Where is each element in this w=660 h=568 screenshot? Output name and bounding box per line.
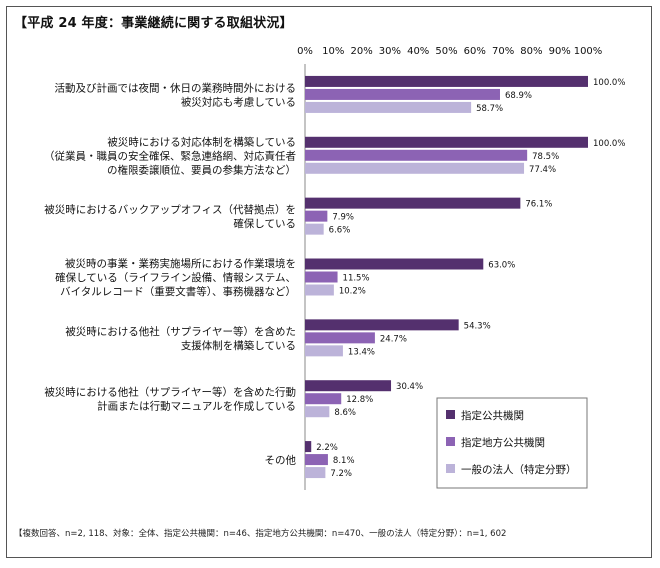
- legend-label: 指定地方公共機関: [461, 436, 545, 449]
- x-tick-label: 30%: [379, 46, 401, 57]
- x-tick-label: 60%: [464, 46, 486, 57]
- x-tick-label: 90%: [549, 46, 571, 57]
- category-label: その他: [265, 454, 297, 467]
- bar: [305, 345, 343, 357]
- data-label: 58.7%: [476, 104, 503, 114]
- legend-swatch: [446, 437, 455, 446]
- bar: [305, 101, 472, 113]
- data-label: 24.7%: [380, 334, 407, 344]
- data-label: 12.8%: [346, 395, 373, 405]
- bar: [305, 406, 330, 418]
- category-label: 支援体制を構築している: [181, 339, 296, 352]
- bar: [305, 271, 338, 283]
- data-label: 7.9%: [332, 213, 354, 223]
- legend-swatch: [446, 464, 455, 473]
- bar: [305, 197, 521, 209]
- bar: [305, 75, 588, 87]
- bar: [305, 380, 392, 392]
- data-label: 100.0%: [593, 139, 625, 149]
- data-label: 6.6%: [329, 226, 351, 236]
- bar: [305, 467, 326, 479]
- data-label: 54.3%: [464, 321, 491, 331]
- category-label: 被災対応も考慮している: [181, 95, 296, 108]
- category-label: （従業員・職員の安全確保、緊急連絡網、対応責任者: [44, 149, 296, 162]
- data-label: 8.6%: [334, 408, 356, 418]
- data-label: 11.5%: [343, 274, 370, 284]
- category-label: の権限委譲順位、要員の参集方法など）: [107, 163, 296, 176]
- legend-label: 一般の法人（特定分野）: [461, 463, 577, 476]
- data-label: 76.1%: [525, 200, 552, 210]
- data-label: 2.2%: [316, 443, 338, 453]
- footnote: 【複数回答、n=2, 118、対象：全体、指定公共機関：n=46、指定地方公共機…: [14, 529, 507, 539]
- bar: [305, 258, 484, 270]
- bar: [305, 88, 500, 100]
- bar: [305, 454, 328, 466]
- x-tick-label: 70%: [492, 46, 514, 57]
- data-label: 8.1%: [333, 456, 355, 466]
- category-label: バイタルレコード（重要文書等）、事務機器など）: [60, 285, 296, 298]
- legend-swatch: [446, 410, 455, 419]
- x-tick-label: 100%: [574, 46, 603, 57]
- legend-box: [436, 397, 588, 489]
- x-tick-label: 20%: [350, 46, 372, 57]
- x-tick-label: 10%: [322, 46, 344, 57]
- data-label: 13.4%: [348, 347, 375, 357]
- chart-title: 【平成 24 年度：事業継続に関する取組状況】: [14, 16, 293, 31]
- bar: [305, 223, 324, 235]
- x-tick-label: 0%: [297, 46, 313, 57]
- x-tick-label: 80%: [520, 46, 542, 57]
- category-label: 被災時におけるバックアップオフィス（代替拠点）を: [44, 203, 296, 216]
- category-label: 被災時における対応体制を構築している: [107, 135, 296, 148]
- data-label: 77.4%: [529, 165, 556, 175]
- category-label: 被災時の事業・業務実施場所における作業環境を: [65, 257, 296, 270]
- bar: [305, 284, 334, 296]
- category-label: 計画または行動マニュアルを作成している: [97, 400, 296, 413]
- category-label: 確保している（ライフライン設備、情報システム、: [55, 271, 296, 284]
- data-label: 100.0%: [593, 78, 625, 88]
- bar: [305, 162, 525, 174]
- data-label: 63.0%: [488, 261, 515, 271]
- category-label: 被災時における他社（サプライヤー等）を含めた行動: [44, 386, 296, 399]
- bar: [305, 210, 328, 222]
- x-tick-label: 50%: [435, 46, 457, 57]
- data-label: 30.4%: [396, 382, 423, 392]
- bar: [305, 149, 528, 161]
- category-label: 被災時における他社（サプライヤー等）を含めた: [65, 325, 296, 338]
- bar: [305, 393, 342, 405]
- data-label: 68.9%: [505, 91, 532, 101]
- data-label: 78.5%: [532, 152, 559, 162]
- bar: [305, 441, 312, 453]
- legend-label: 指定公共機関: [461, 409, 524, 422]
- data-label: 10.2%: [339, 287, 366, 297]
- bar: [305, 332, 375, 344]
- bar: [305, 136, 588, 148]
- bar: [305, 319, 459, 331]
- category-label: 確保している: [233, 217, 296, 230]
- data-label: 7.2%: [330, 469, 352, 479]
- x-tick-label: 40%: [407, 46, 429, 57]
- category-label: 活動及び計画では夜間・休日の業務時間外における: [55, 81, 297, 94]
